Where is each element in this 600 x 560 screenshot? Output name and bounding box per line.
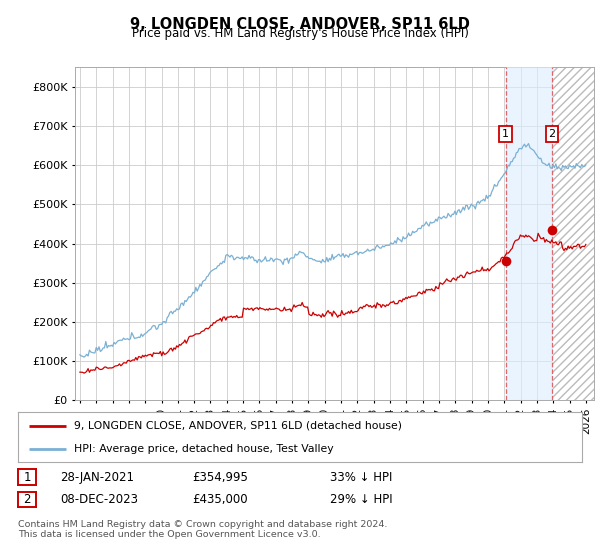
Text: 1: 1 <box>23 470 31 484</box>
Text: 2: 2 <box>548 129 556 139</box>
Text: 9, LONGDEN CLOSE, ANDOVER, SP11 6LD (detached house): 9, LONGDEN CLOSE, ANDOVER, SP11 6LD (det… <box>74 421 403 431</box>
Text: 9, LONGDEN CLOSE, ANDOVER, SP11 6LD: 9, LONGDEN CLOSE, ANDOVER, SP11 6LD <box>130 17 470 32</box>
Text: 2: 2 <box>23 493 31 506</box>
Bar <box>506 67 552 400</box>
Text: HPI: Average price, detached house, Test Valley: HPI: Average price, detached house, Test… <box>74 445 334 454</box>
Text: £435,000: £435,000 <box>192 493 248 506</box>
Text: Price paid vs. HM Land Registry's House Price Index (HPI): Price paid vs. HM Land Registry's House … <box>131 27 469 40</box>
Text: 08-DEC-2023: 08-DEC-2023 <box>60 493 138 506</box>
Text: 28-JAN-2021: 28-JAN-2021 <box>60 470 134 484</box>
Text: £354,995: £354,995 <box>192 470 248 484</box>
Text: 33% ↓ HPI: 33% ↓ HPI <box>330 470 392 484</box>
Bar <box>552 67 600 400</box>
Text: Contains HM Land Registry data © Crown copyright and database right 2024.
This d: Contains HM Land Registry data © Crown c… <box>18 520 388 539</box>
Text: 29% ↓ HPI: 29% ↓ HPI <box>330 493 392 506</box>
Text: 1: 1 <box>502 129 509 139</box>
Bar <box>552 67 600 400</box>
